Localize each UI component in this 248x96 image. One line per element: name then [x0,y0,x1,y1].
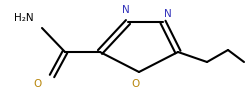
Text: N: N [164,9,172,19]
Text: H₂N: H₂N [14,13,34,23]
Text: O: O [132,79,140,89]
Text: N: N [122,5,130,15]
Text: O: O [34,79,42,89]
